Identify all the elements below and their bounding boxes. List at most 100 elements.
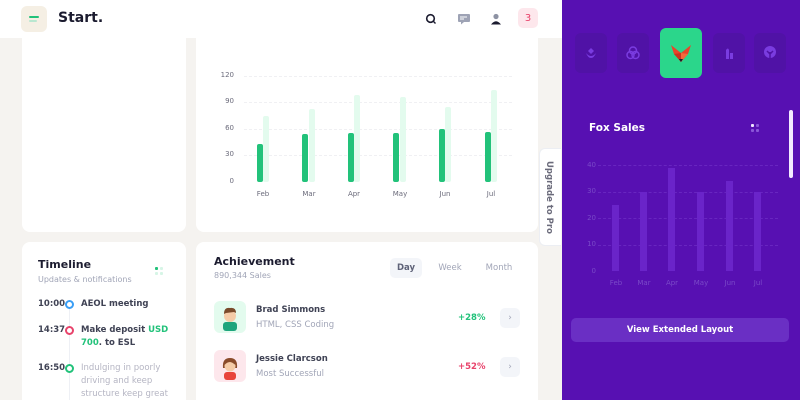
sales-chart-card: [196, 38, 538, 232]
view-extended-layout-button[interactable]: View Extended Layout: [571, 318, 789, 342]
x-tick: Mar: [637, 279, 651, 287]
panel-icon-building[interactable]: [713, 33, 745, 73]
fox-more-options-button[interactable]: [751, 124, 759, 132]
bar-feb: [612, 205, 619, 271]
gridline: [598, 245, 778, 246]
search-button[interactable]: [422, 10, 440, 28]
gridline: [598, 218, 778, 219]
timeline-dot-icon: [65, 300, 74, 309]
tab-week[interactable]: Week: [438, 263, 462, 273]
dots-icon-part: [160, 267, 163, 270]
y-tick: 30: [587, 187, 596, 195]
more-options-button[interactable]: [155, 267, 163, 275]
chat-icon: [458, 14, 470, 25]
x-tick: Apr: [347, 190, 361, 198]
gridline: [244, 129, 512, 130]
timeline-highlight: USD 700: [81, 325, 169, 348]
panel-icon-tree[interactable]: [754, 33, 786, 73]
timeline-time: 16:50: [38, 363, 66, 373]
gridline: [244, 76, 512, 77]
achievement-title: Achievement: [214, 255, 295, 268]
panel-icon-fox[interactable]: [660, 28, 702, 78]
chevron-right-icon: ›: [508, 362, 512, 372]
upgrade-label: Upgrade to Pro: [544, 161, 554, 234]
user-icon: [491, 13, 501, 25]
y-tick: 30: [225, 150, 234, 158]
bar-series2-jul: [491, 90, 497, 182]
panel-icon-flower[interactable]: [575, 33, 607, 73]
top-header: Start. 3: [0, 0, 562, 38]
dots-icon-part: [756, 124, 759, 127]
bar-series2-mar: [309, 109, 315, 182]
achievement-subtitle: 890,344 Sales: [214, 271, 271, 280]
row-arrow-button[interactable]: ›: [500, 308, 520, 328]
chevron-right-icon: ›: [508, 313, 512, 323]
y-tick: 60: [225, 124, 234, 132]
user-button[interactable]: [487, 10, 505, 28]
bar-jun: [726, 181, 733, 271]
y-tick: 20: [587, 214, 596, 222]
y-tick: 40: [587, 161, 596, 169]
timeline-line: [69, 306, 70, 400]
timeline-dot-icon: [65, 326, 74, 335]
bar-series2-jun: [445, 107, 451, 182]
timeline-title: Timeline: [38, 258, 92, 271]
y-tick: 90: [225, 97, 234, 105]
menu-toggle-button[interactable]: [21, 6, 47, 32]
fox-icon: [671, 45, 691, 62]
timeline-text: Indulging in poorly driving and keep str…: [81, 363, 168, 399]
bar-series2-may: [400, 97, 406, 182]
bar-series1-may: [393, 133, 399, 182]
tab-month[interactable]: Month: [485, 263, 513, 273]
timeline-text: AEOL meeting: [81, 299, 149, 309]
avatar: [214, 301, 246, 333]
y-tick: 10: [587, 240, 596, 248]
menu-icon: [29, 16, 39, 18]
bar-jul: [754, 192, 761, 271]
x-tick: Jun: [724, 279, 736, 287]
chat-button[interactable]: [455, 10, 473, 28]
female-avatar-icon: [222, 358, 238, 380]
y-tick: 0: [229, 177, 234, 185]
panel-scrollbar[interactable]: [789, 110, 793, 178]
change-percent: +52%: [458, 362, 486, 372]
gridline: [244, 155, 512, 156]
bar-series2-apr: [354, 95, 360, 182]
x-tick: Feb: [256, 190, 270, 198]
notifications-badge[interactable]: 3: [518, 8, 538, 28]
timeline-card: [22, 242, 186, 400]
panel-icon-rings[interactable]: [617, 33, 649, 73]
tab-day[interactable]: Day: [390, 258, 422, 278]
row-arrow-button[interactable]: ›: [500, 357, 520, 377]
menu-icon-line: [29, 20, 37, 22]
dots-icon-part: [155, 272, 158, 275]
rings-icon: [626, 46, 640, 60]
bar-series1-jul: [485, 132, 491, 182]
gridline: [244, 102, 512, 103]
bar-apr: [668, 168, 675, 271]
male-avatar-icon: [223, 307, 237, 331]
timeline-dot-icon: [65, 364, 74, 373]
timeline-subtitle: Updates & notifications: [38, 275, 132, 284]
x-tick: May: [392, 190, 408, 198]
x-tick: Feb: [609, 279, 623, 287]
fox-sales-title: Fox Sales: [589, 122, 646, 134]
dots-icon-part: [751, 129, 754, 132]
y-tick: 0: [591, 267, 596, 275]
x-tick: Apr: [665, 279, 679, 287]
dots-icon: [751, 124, 754, 127]
person-role: HTML, CSS Coding: [256, 320, 335, 330]
flower-icon: [586, 48, 596, 58]
person-name: Jessie Clarcson: [256, 354, 328, 364]
avatar: [214, 350, 246, 382]
timeline-time: 14:37: [38, 325, 66, 335]
bar-series2-feb: [263, 116, 269, 182]
timeline-text: Make deposit USD 700. to ESL: [81, 324, 181, 350]
change-percent: +28%: [458, 313, 486, 323]
y-tick: 120: [220, 71, 234, 79]
upgrade-to-pro-button[interactable]: Upgrade to Pro: [539, 148, 561, 246]
bar-series1-apr: [348, 133, 354, 182]
x-tick: Jun: [439, 190, 451, 198]
dots-icon: [155, 267, 158, 270]
gridline: [598, 192, 778, 193]
